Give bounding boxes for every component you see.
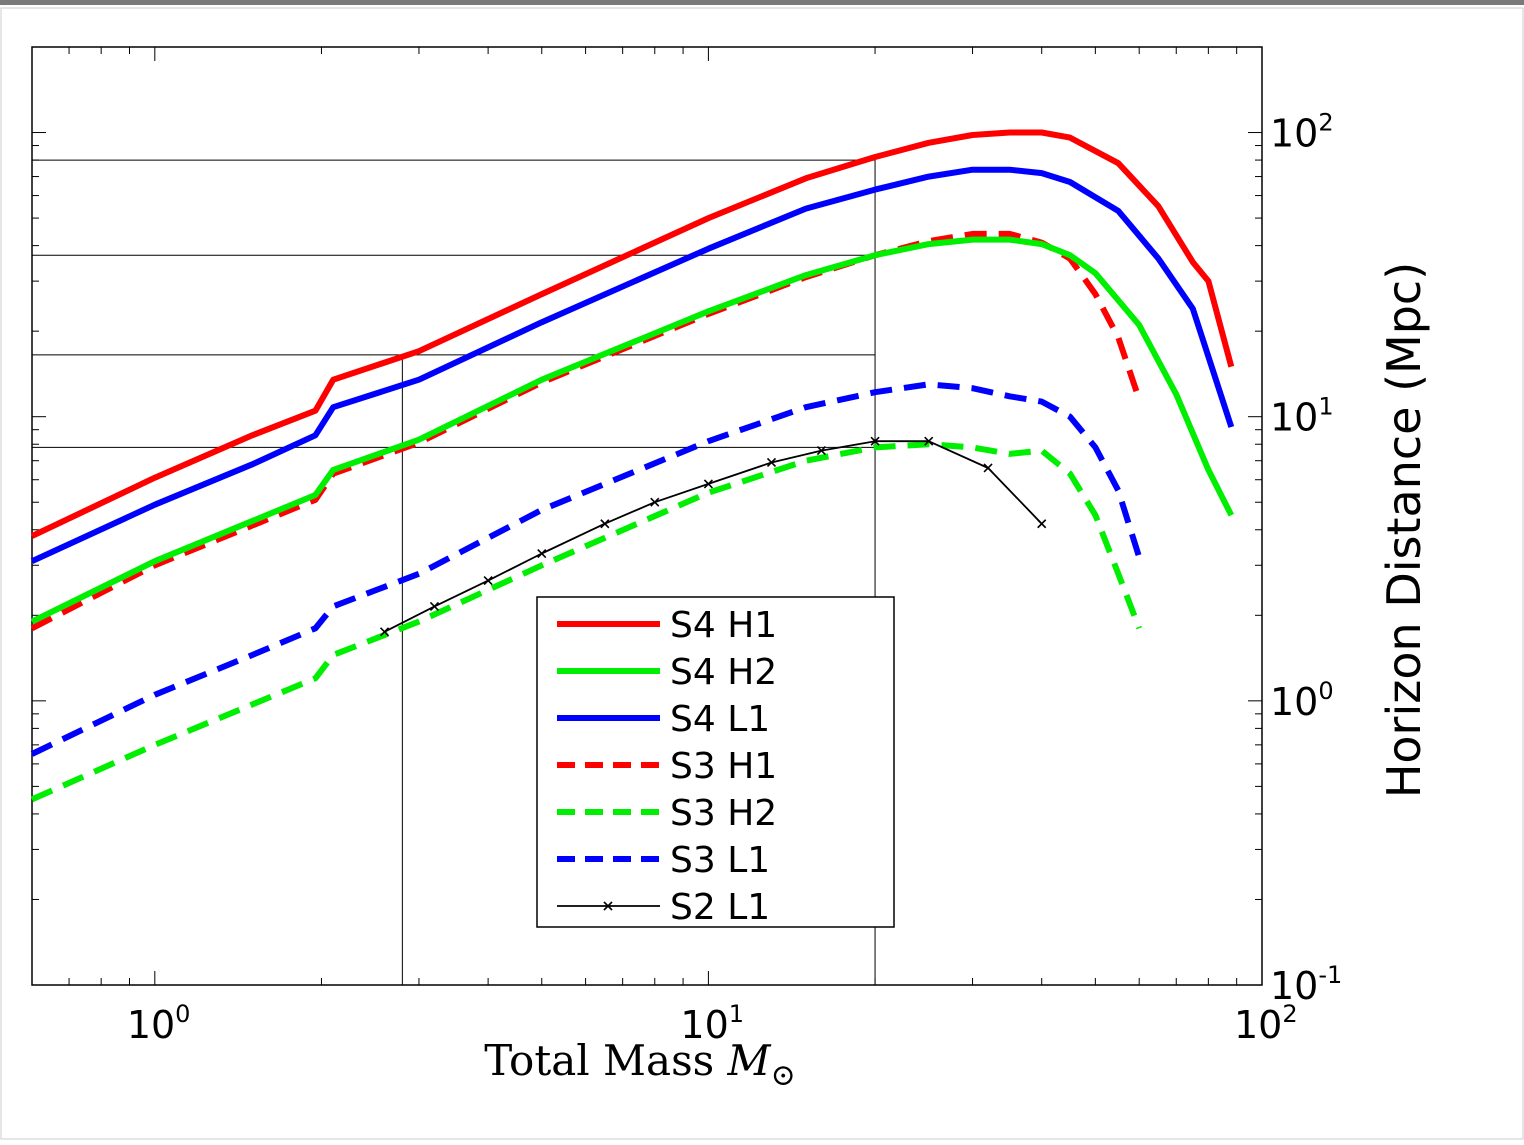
series-s2-l1-point <box>924 436 934 446</box>
x-tick-label: 102 <box>1234 1000 1298 1047</box>
series-s2-l1-point <box>983 463 993 473</box>
legend-marker-s2-l1 <box>603 901 613 911</box>
series-s2-l1-point <box>703 479 713 489</box>
legend-label-s3-h1: S3 H1 <box>670 746 777 787</box>
x-tick-label: 100 <box>127 1000 191 1047</box>
series-s2-l1-point <box>870 436 880 446</box>
series-s4-h1-line <box>30 129 1235 539</box>
y-tick-label: 102 <box>1270 109 1334 156</box>
series-s2-l1-point <box>379 627 390 637</box>
x-tick-label: 101 <box>680 1000 744 1047</box>
legend-label-s3-l1: S3 L1 <box>670 840 770 881</box>
series-s2-l1-point <box>429 601 440 611</box>
series-s3-h1-line <box>30 230 1143 631</box>
series-s2-l1-point <box>650 497 660 507</box>
y-tick-label: 101 <box>1270 393 1334 440</box>
frame-border <box>0 7 1524 1140</box>
legend-label-s4-h2: S4 H2 <box>670 652 777 693</box>
series-s2-l1-point <box>537 548 547 559</box>
series-s2-l1-point <box>1037 519 1047 529</box>
series-s4-l1-line <box>30 166 1235 564</box>
series-s3-l1-line <box>30 381 1143 757</box>
series-s2-l1-point <box>766 457 777 468</box>
plot-area <box>31 46 1263 986</box>
series-s2-l1-point <box>483 576 493 586</box>
legend-label-s2-l1: S2 L1 <box>670 887 770 928</box>
series-s3-h2-line <box>30 441 1143 803</box>
y-tick-label: 10-1 <box>1270 961 1342 1008</box>
y-axis-label: Horizon Distance (Mpc) <box>1377 262 1431 798</box>
x-axis-label: Total Mass M⊙ <box>484 1036 795 1093</box>
legend-label-s3-h2: S3 H2 <box>670 793 777 834</box>
legend-label-s4-h1: S4 H1 <box>670 605 777 646</box>
series-s4-h2-line <box>30 236 1234 625</box>
series-s2-l1-point <box>600 519 610 529</box>
legend-label-s4-l1: S4 L1 <box>670 699 770 740</box>
y-tick-label: 100 <box>1270 677 1334 724</box>
top-window-border <box>0 0 1524 5</box>
series-s2-l1-point <box>816 445 826 456</box>
